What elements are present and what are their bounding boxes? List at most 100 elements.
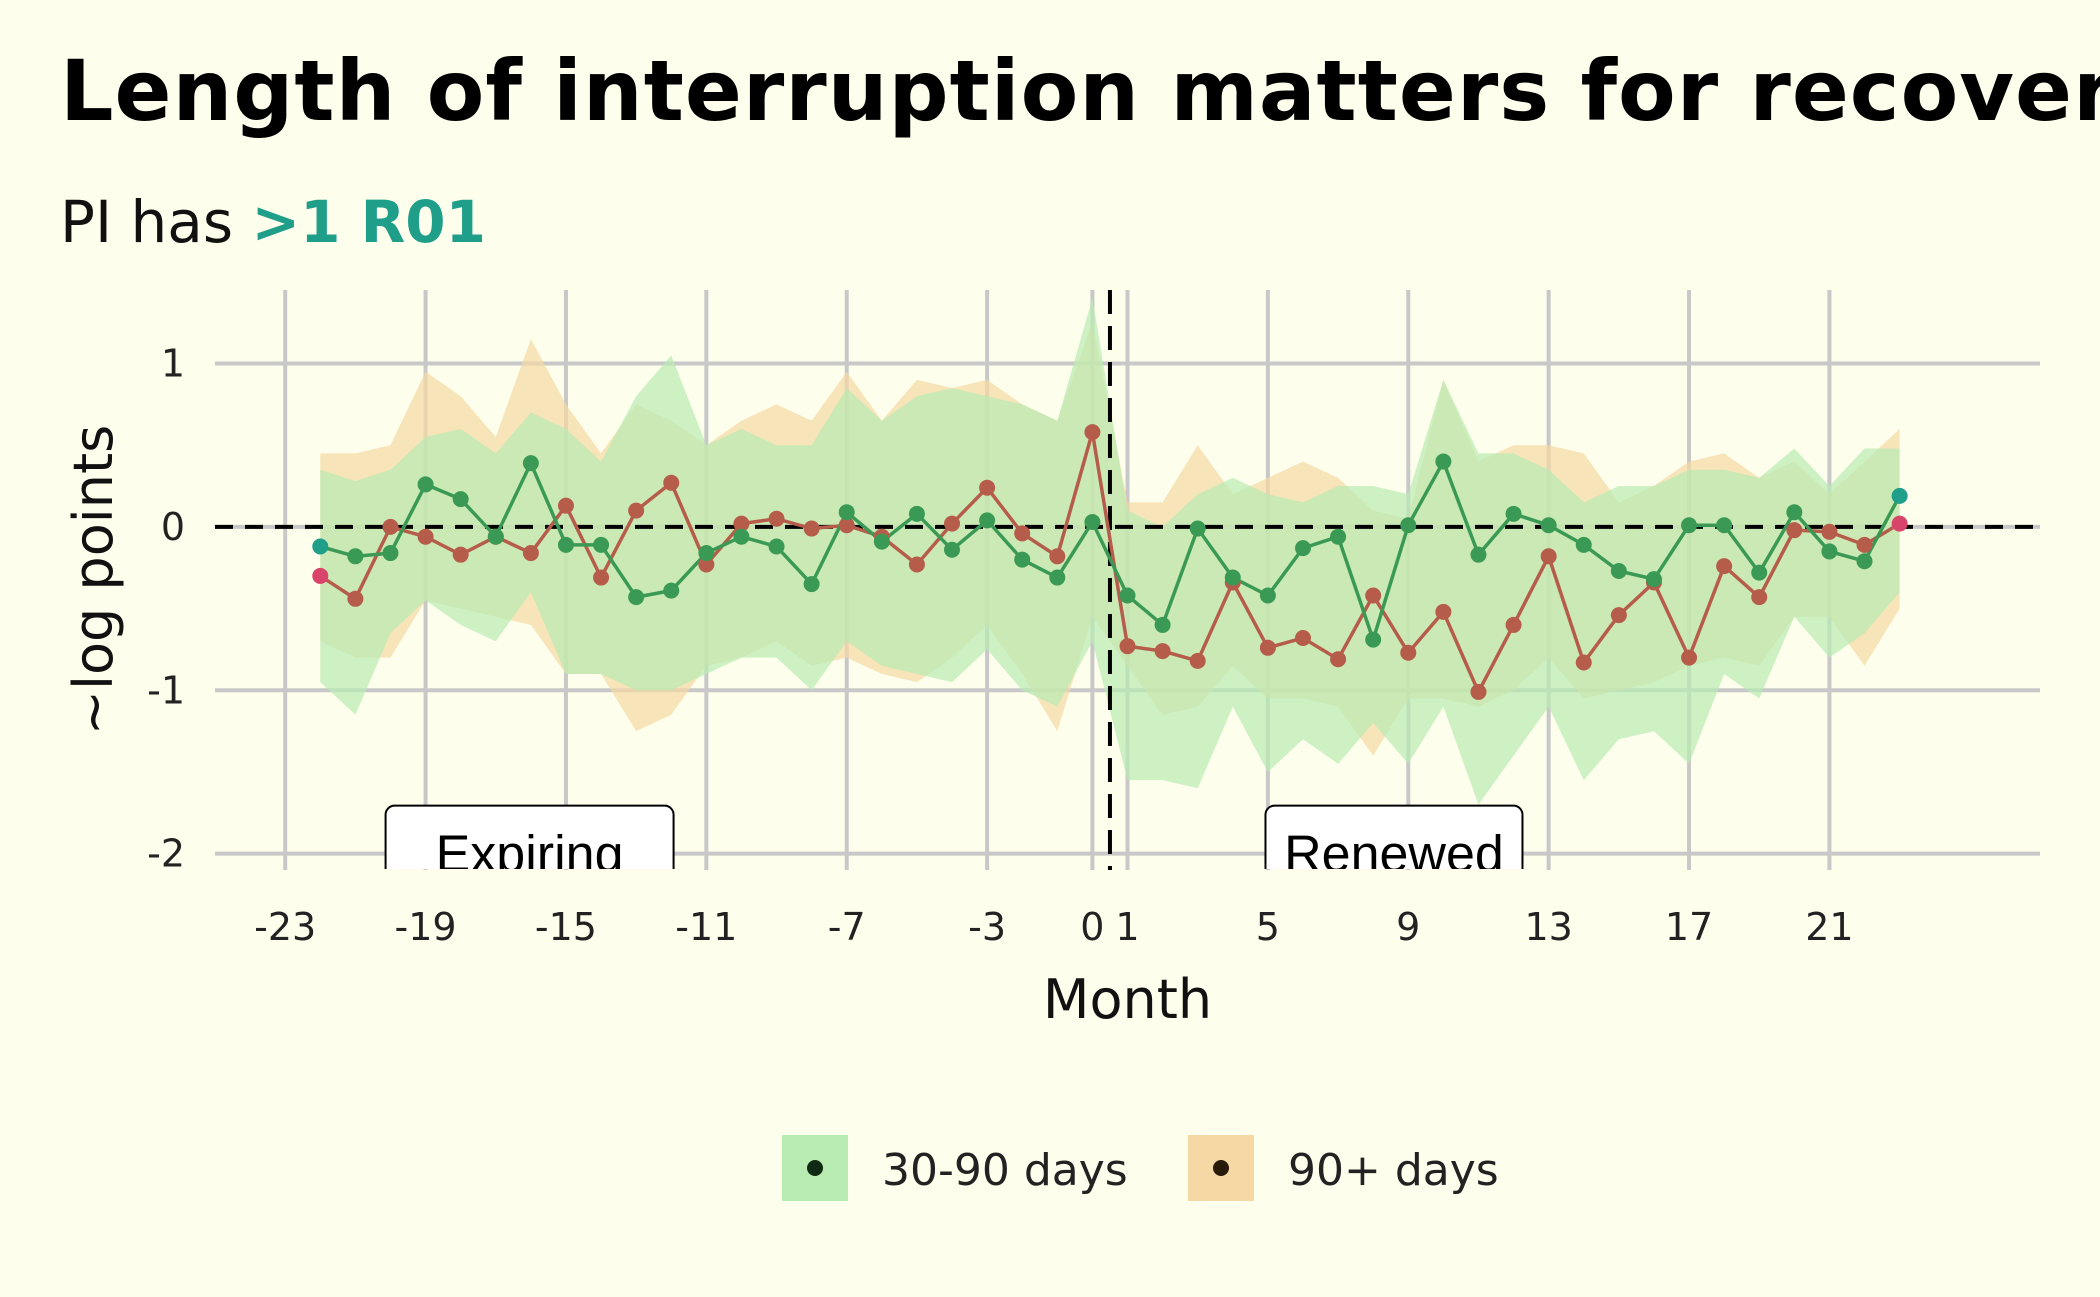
data-point	[417, 528, 434, 545]
data-point	[1119, 638, 1136, 655]
data-point	[1435, 603, 1452, 620]
data-point	[1119, 587, 1136, 604]
subtitle-prefix: PI has	[60, 188, 252, 256]
data-point	[312, 538, 329, 555]
data-point	[1891, 487, 1908, 504]
data-point	[1540, 548, 1557, 565]
data-point	[1470, 683, 1487, 700]
region-label: Renewed	[1284, 826, 1504, 884]
data-point	[1681, 517, 1698, 534]
data-point	[347, 590, 364, 607]
series-points	[312, 424, 1908, 700]
legend: 30-90 days 90+ days	[782, 1135, 1499, 1201]
data-point	[452, 546, 469, 563]
legend-item-a: 30-90 days	[782, 1135, 1128, 1201]
data-point	[1294, 630, 1311, 646]
data-point	[522, 455, 539, 472]
data-point	[487, 528, 504, 545]
data-point	[1014, 551, 1031, 568]
data-point	[698, 545, 715, 562]
x-tick-label: -3	[968, 905, 1006, 949]
data-point	[1610, 607, 1627, 624]
x-tick-label: -23	[254, 905, 316, 949]
x-tick-label: -19	[395, 905, 457, 949]
data-point	[593, 536, 610, 553]
data-point	[1821, 543, 1838, 560]
x-tick-label: 13	[1524, 905, 1572, 949]
data-point	[1084, 424, 1101, 441]
data-point	[1575, 536, 1592, 553]
data-point	[1856, 553, 1873, 570]
data-point	[452, 491, 469, 508]
chart-title: Length of interruption matters for recov…	[60, 42, 2100, 140]
data-point	[803, 576, 820, 593]
legend-label: 30-90 days	[882, 1145, 1128, 1196]
data-point	[557, 536, 574, 553]
y-tick-label: 0	[161, 505, 185, 549]
data-point	[628, 589, 645, 606]
data-point	[1189, 652, 1206, 669]
region-label-box	[384, 804, 675, 869]
data-point	[663, 474, 680, 491]
data-point	[1049, 569, 1066, 586]
data-point	[1540, 517, 1557, 534]
data-point	[944, 541, 961, 558]
data-point	[908, 556, 925, 573]
data-point	[698, 556, 715, 573]
series-line-a	[319, 457, 1902, 646]
x-tick-label: -11	[675, 905, 737, 949]
data-point	[768, 510, 785, 527]
region-label: Expiring	[436, 826, 624, 884]
data-point	[347, 548, 364, 565]
legend-label: 90+ days	[1288, 1145, 1499, 1196]
data-point	[1330, 651, 1347, 668]
x-tick-label: -7	[828, 905, 866, 949]
data-point	[1575, 654, 1592, 671]
region-annotation: Renewed	[1264, 804, 1524, 884]
data-point	[1786, 522, 1803, 539]
data-point	[1049, 548, 1066, 565]
data-point	[312, 567, 329, 584]
data-point	[382, 545, 399, 562]
data-point	[1856, 536, 1873, 553]
data-point	[1400, 644, 1417, 661]
x-tick-label: -15	[535, 905, 597, 949]
data-point	[522, 545, 539, 562]
data-point	[1259, 587, 1276, 604]
data-point	[628, 502, 645, 519]
data-point	[557, 497, 574, 514]
region-annotation: Expiring	[384, 804, 675, 884]
data-point	[873, 533, 890, 550]
y-axis-title: ~log points	[62, 425, 125, 736]
data-point	[1014, 525, 1031, 542]
x-tick-label: 21	[1805, 905, 1853, 949]
data-point	[593, 569, 610, 586]
data-point	[1470, 546, 1487, 563]
data-point	[1154, 643, 1171, 660]
region-annotations: Expiring Renewed	[384, 804, 1524, 884]
data-point	[1259, 639, 1276, 656]
data-point	[1821, 523, 1838, 540]
legend-marker	[807, 1160, 823, 1176]
data-point	[1365, 587, 1382, 604]
data-point	[1505, 616, 1522, 633]
x-tick-label: 1	[1115, 905, 1139, 949]
y-tick-label: -1	[147, 668, 185, 712]
data-point	[1610, 563, 1627, 580]
data-point	[1681, 649, 1698, 666]
data-point	[417, 476, 434, 493]
series-line-b	[319, 431, 1901, 696]
series-lines	[319, 431, 1902, 696]
data-point	[1330, 528, 1347, 545]
x-tick-label: 17	[1665, 905, 1713, 949]
x-tick-label: 5	[1256, 905, 1280, 949]
data-point	[768, 538, 785, 555]
y-tick-label: -2	[147, 832, 185, 876]
chart-subtitle: PI has >1 R01	[60, 188, 486, 256]
y-tick-label: 1	[161, 342, 185, 386]
data-point	[382, 518, 399, 535]
subtitle-highlight: >1 R01	[251, 188, 487, 256]
data-point	[1891, 515, 1908, 532]
